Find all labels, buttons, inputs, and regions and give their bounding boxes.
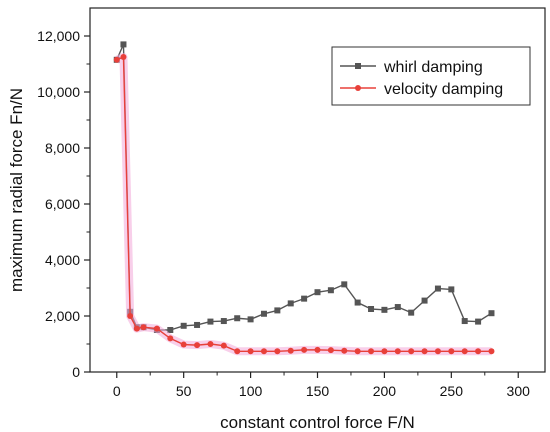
data-point-square — [120, 41, 127, 48]
legend-swatch-circle-marker — [355, 85, 361, 91]
data-point-square — [301, 295, 308, 302]
data-point-circle — [153, 325, 160, 332]
data-point-square — [287, 300, 294, 307]
x-tick-label: 50 — [176, 383, 192, 399]
data-point-circle — [394, 348, 401, 355]
data-point-circle — [180, 341, 187, 348]
data-point-square — [394, 304, 401, 311]
x-tick-label: 200 — [373, 383, 397, 399]
data-point-circle — [133, 325, 140, 332]
data-point-circle — [274, 348, 281, 355]
data-point-circle — [314, 346, 321, 353]
data-point-square — [247, 316, 254, 323]
data-point-circle — [120, 54, 127, 60]
data-point-circle — [140, 324, 147, 331]
data-point-circle — [220, 342, 227, 349]
y-tick-label: 0 — [72, 364, 80, 380]
x-tick-label: 150 — [306, 383, 330, 399]
data-point-circle — [113, 56, 120, 63]
data-point-circle — [354, 348, 361, 355]
legend-label: velocity damping — [384, 81, 503, 98]
data-point-square — [220, 318, 227, 325]
series-layer — [113, 41, 495, 356]
y-axis: 0 2,000 4,000 6,000 8,000 10,000 12,000 — [37, 28, 90, 380]
data-point-circle — [301, 346, 308, 353]
data-point-circle — [475, 348, 482, 355]
data-point-circle — [461, 348, 468, 355]
data-point-circle — [408, 348, 415, 355]
data-point-circle — [127, 313, 134, 319]
data-point-circle — [368, 348, 375, 355]
y-tick-label: 12,000 — [37, 28, 80, 44]
data-point-circle — [421, 348, 428, 355]
data-point-square — [461, 318, 468, 325]
series-velocity-damping — [113, 53, 495, 356]
x-tick-label: 100 — [239, 383, 263, 399]
data-point-square — [368, 306, 375, 312]
y-tick-label: 2,000 — [45, 308, 80, 324]
data-point-square — [167, 327, 174, 333]
data-point-circle — [434, 348, 441, 355]
data-point-square — [381, 306, 388, 313]
data-point-square — [408, 309, 415, 316]
data-point-circle — [194, 342, 201, 349]
y-axis-title: maximum radial force Fn/N — [7, 88, 26, 292]
data-point-square — [488, 310, 495, 317]
legend: whirl damping velocity damping — [331, 46, 531, 106]
data-point-circle — [167, 335, 174, 342]
data-point-square — [354, 299, 361, 306]
data-point-square — [421, 297, 428, 304]
y-tick-label: 6,000 — [45, 196, 80, 212]
data-point-circle — [341, 347, 348, 354]
legend-item-velocity-damping: velocity damping — [340, 81, 503, 98]
data-point-square — [314, 289, 321, 296]
data-point-square — [327, 287, 334, 294]
data-point-square — [448, 286, 455, 293]
y-tick-label: 8,000 — [45, 140, 80, 156]
x-tick-label: 250 — [440, 383, 464, 399]
data-point-square — [207, 318, 214, 325]
legend-item-whirl-damping: whirl damping — [340, 59, 483, 76]
data-point-circle — [488, 348, 495, 355]
legend-swatch-square-marker — [355, 63, 361, 69]
data-point-circle — [247, 348, 254, 355]
x-axis-title: constant control force F/N — [220, 413, 415, 432]
y-tick-label: 4,000 — [45, 252, 80, 268]
data-point-circle — [207, 341, 214, 347]
data-point-square — [274, 307, 281, 314]
data-point-square — [180, 322, 187, 329]
data-point-circle — [260, 348, 267, 355]
data-point-square — [475, 318, 482, 325]
x-tick-label: 300 — [507, 383, 531, 399]
data-point-circle — [287, 347, 294, 354]
legend-label: whirl damping — [383, 59, 483, 76]
y-tick-label: 10,000 — [37, 84, 80, 100]
x-tick-label: 0 — [113, 383, 121, 399]
data-point-square — [434, 285, 441, 292]
data-point-circle — [381, 348, 388, 355]
data-point-square — [341, 281, 348, 288]
data-point-circle — [234, 348, 241, 355]
legend-box — [331, 46, 531, 106]
data-point-square — [194, 321, 201, 328]
data-point-square — [260, 310, 267, 317]
data-point-circle — [448, 348, 455, 355]
data-point-square — [234, 315, 241, 322]
data-point-circle — [327, 347, 334, 354]
x-axis: 0 50 100 150 200 250 300 — [113, 372, 530, 399]
